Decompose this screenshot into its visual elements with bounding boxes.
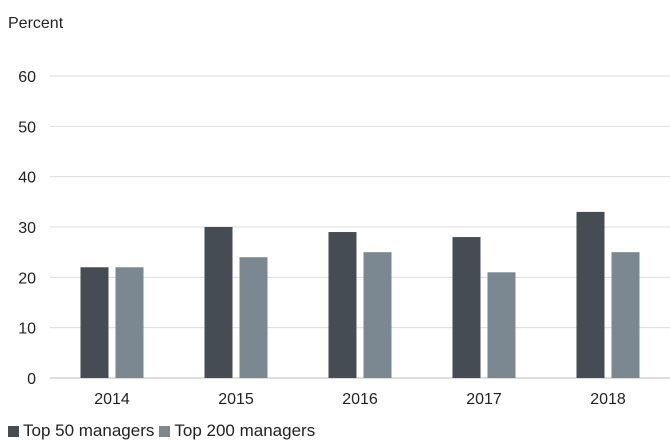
legend-item-top-200: Top 200 managers	[159, 421, 315, 441]
y-tick-label: 30	[18, 220, 36, 237]
bar-top-200-2018	[611, 252, 640, 378]
legend-label-top-200: Top 200 managers	[174, 421, 316, 440]
legend-label-top-50: Top 50 managers	[23, 421, 155, 440]
bar-top-50-2018	[576, 211, 605, 378]
bar-top-200-2016	[363, 252, 392, 378]
x-tick-label: 2017	[466, 391, 502, 408]
x-tick-label: 2014	[94, 391, 130, 408]
bar-top-50-2016	[328, 232, 357, 378]
gridlines	[50, 75, 670, 379]
bar-top-50-2015	[204, 227, 233, 378]
bar-top-50-2014	[80, 267, 109, 378]
y-tick-labels: 0 10 20 30 40 50 60	[18, 69, 36, 388]
x-tick-labels: 2014 2015 2016 2017 2018	[94, 391, 626, 408]
legend-swatch-top-200	[159, 425, 171, 437]
legend: Top 50 managers Top 200 managers	[8, 421, 320, 441]
bar-top-200-2014	[115, 267, 144, 378]
x-tick-label: 2015	[218, 391, 254, 408]
y-tick-label: 20	[18, 270, 36, 287]
y-axis-label: Percent	[8, 15, 64, 32]
bar-top-50-2017	[452, 237, 481, 378]
bars	[80, 211, 640, 378]
x-tick-label: 2016	[342, 391, 378, 408]
legend-item-top-50: Top 50 managers	[8, 421, 154, 441]
x-tick-label: 2018	[590, 391, 626, 408]
y-tick-label: 60	[18, 69, 36, 86]
bar-top-200-2015	[239, 257, 268, 378]
y-tick-label: 0	[27, 371, 36, 388]
y-tick-label: 40	[18, 170, 36, 187]
y-tick-label: 50	[18, 119, 36, 136]
legend-swatch-top-50	[8, 425, 19, 437]
y-tick-label: 10	[18, 321, 36, 338]
bar-top-200-2017	[487, 272, 516, 378]
